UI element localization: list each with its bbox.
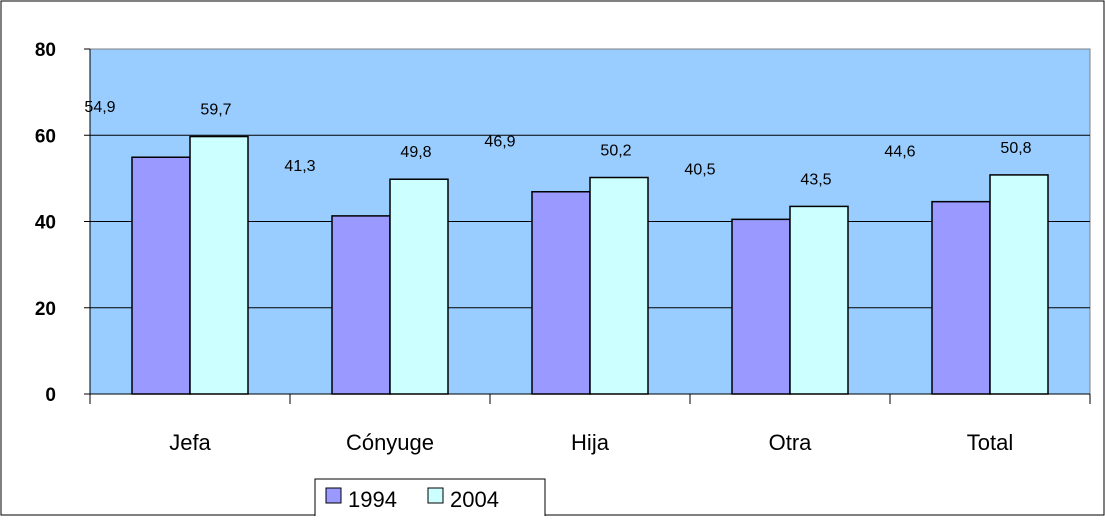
x-tick-label: Cónyuge bbox=[346, 430, 434, 455]
legend: 1994 2004 bbox=[314, 478, 546, 520]
y-tick-label: 80 bbox=[35, 40, 56, 61]
legend-label-1994: 1994 bbox=[348, 487, 397, 512]
bar-2004-Hija bbox=[589, 176, 649, 395]
data-label: 54,9 bbox=[84, 99, 115, 116]
bar-2004-Otra bbox=[789, 205, 849, 395]
bar-1994-Otra bbox=[731, 218, 791, 395]
bar-1994-Cónyuge bbox=[331, 215, 391, 395]
x-tick-label: Jefa bbox=[169, 430, 211, 455]
data-label: 44,6 bbox=[884, 144, 915, 161]
data-label: 43,5 bbox=[800, 171, 831, 188]
data-label: 49,8 bbox=[400, 144, 431, 161]
bar-1994-Jefa bbox=[131, 156, 191, 395]
data-label: 50,2 bbox=[600, 143, 631, 160]
bar-1994-Total bbox=[931, 200, 991, 395]
data-label: 50,8 bbox=[1000, 140, 1031, 157]
data-label: 59,7 bbox=[200, 102, 231, 119]
data-label: 41,3 bbox=[284, 158, 315, 175]
y-tick-label: 20 bbox=[35, 299, 56, 320]
data-label: 46,9 bbox=[484, 134, 515, 151]
legend-swatch-1994 bbox=[325, 487, 342, 504]
bar-1994-Hija bbox=[531, 190, 591, 395]
bar-2004-Total bbox=[989, 174, 1049, 395]
y-tick-label: 40 bbox=[35, 213, 56, 234]
y-axis: 0 20 40 60 80 bbox=[35, 40, 91, 406]
bars bbox=[131, 135, 1049, 395]
y-tick-label: 60 bbox=[35, 126, 56, 147]
bar-2004-Jefa bbox=[189, 135, 249, 395]
x-tick-label: Otra bbox=[769, 430, 813, 455]
x-tick-label: Hija bbox=[571, 430, 610, 455]
x-tick-label: Total bbox=[967, 430, 1013, 455]
y-tick-label: 0 bbox=[45, 385, 56, 406]
data-labels: 54,9 59,7 41,3 49,8 46,9 50,2 40,5 43,5 44,6 50,8 bbox=[84, 99, 1031, 188]
legend-swatch-2004 bbox=[427, 487, 444, 504]
x-axis: Jefa Cónyuge Hija Otra Total bbox=[89, 393, 1091, 455]
legend-label-2004: 2004 bbox=[450, 487, 499, 512]
data-label: 40,5 bbox=[684, 161, 715, 178]
bar-2004-Cónyuge bbox=[389, 178, 449, 395]
